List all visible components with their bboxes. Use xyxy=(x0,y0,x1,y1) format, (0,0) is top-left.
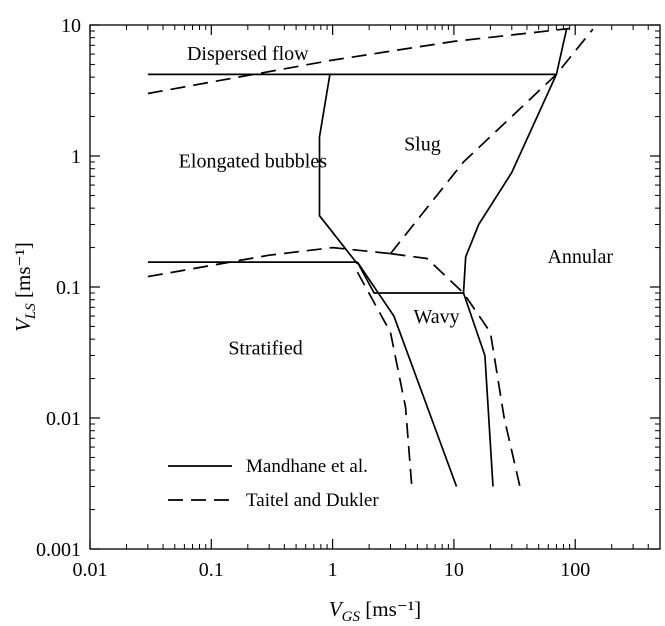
mandhane-boundary-4 xyxy=(555,28,568,75)
y-tick-label: 1 xyxy=(71,146,81,168)
region-label-slug: Slug xyxy=(404,134,441,156)
y-tick-label: 0.001 xyxy=(36,539,81,561)
x-axis-title: VGS [ms⁻¹] xyxy=(329,597,421,625)
legend-label: Mandhane et al. xyxy=(246,456,368,477)
x-tick-label: 10 xyxy=(444,559,464,581)
taitel-dukler-boundary-12 xyxy=(356,271,413,487)
x-tick-label: 100 xyxy=(560,559,590,581)
y-axis-title: VLS [ms⁻¹] xyxy=(11,242,39,332)
taitel-dukler-boundary-9 xyxy=(147,246,391,278)
region-label-stratified: Stratified xyxy=(228,338,302,360)
y-tick-label: 10 xyxy=(61,15,81,37)
taitel-dukler-boundary-11 xyxy=(390,252,521,487)
region-label-annular: Annular xyxy=(547,246,613,268)
taitel-dukler-boundary-10 xyxy=(389,28,594,255)
mandhane-boundary-7 xyxy=(462,292,494,487)
legend-label: Taitel and Dukler xyxy=(246,490,379,511)
taitel-dukler-boundary-8 xyxy=(147,27,570,95)
region-label-wavy: Wavy xyxy=(414,306,460,328)
boundary-lines xyxy=(147,27,594,487)
region-label-elongated-bubbles: Elongated bubbles xyxy=(179,150,328,172)
mandhane-boundary-5 xyxy=(462,74,558,294)
region-label-dispersed-flow: Dispersed flow xyxy=(187,43,309,65)
mandhane-boundary-1 xyxy=(318,74,359,265)
x-tick-label: 0.01 xyxy=(73,559,108,581)
y-tick-label: 0.01 xyxy=(46,408,81,430)
x-tick-label: 1 xyxy=(328,559,338,581)
x-tick-label: 0.1 xyxy=(199,559,224,581)
mandhane-boundary-3 xyxy=(356,261,464,294)
legend: Mandhane et al. Taitel and Dukler xyxy=(168,456,379,511)
y-tick-label: 0.1 xyxy=(56,277,81,299)
region-labels: Dispersed flow Slug Elongated bubbles Annul… xyxy=(179,43,614,360)
axis-titles: VGS [ms⁻¹] VLS [ms⁻¹] xyxy=(11,242,421,625)
mandhane-boundary-6 xyxy=(356,261,458,487)
